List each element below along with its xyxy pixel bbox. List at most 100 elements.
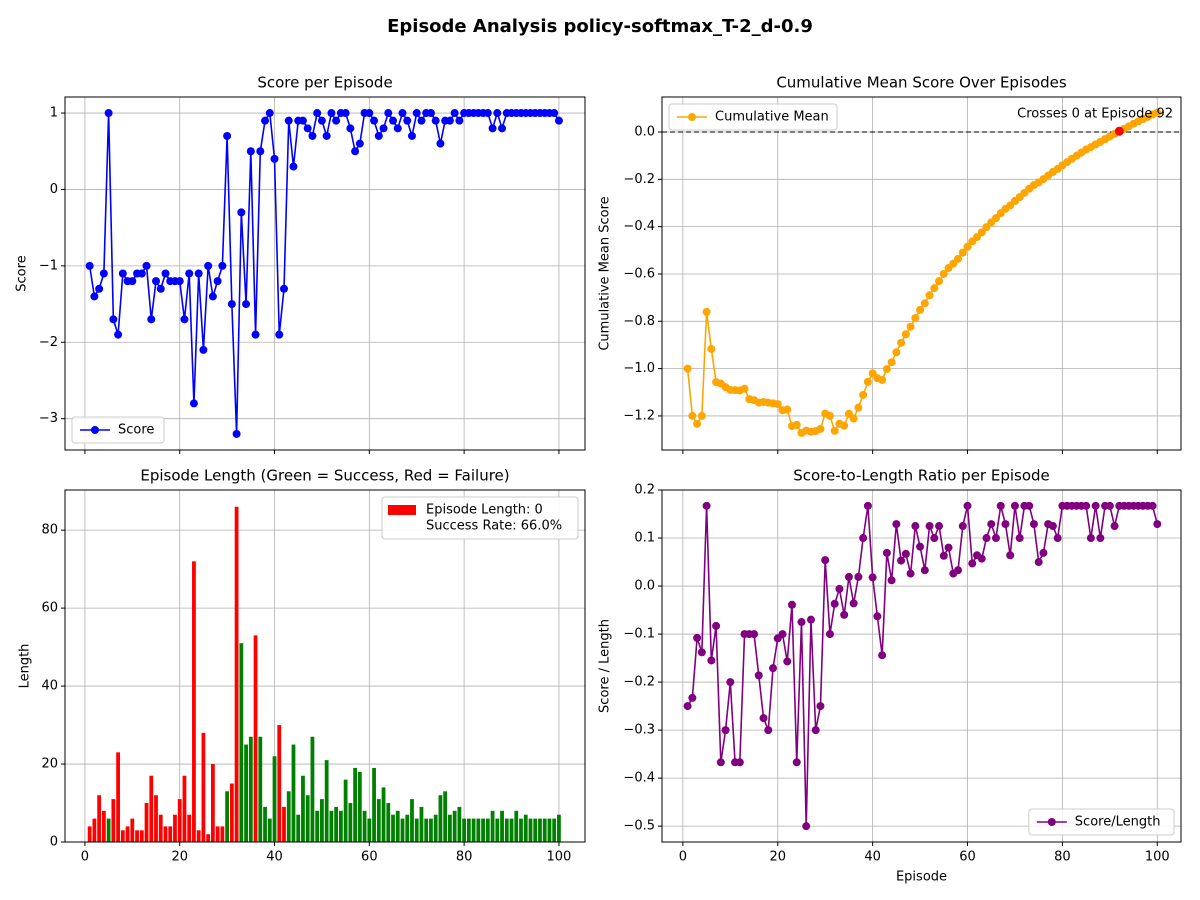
data-point	[958, 248, 967, 257]
data-point	[1006, 551, 1015, 560]
data-point	[991, 534, 1000, 543]
data-point	[849, 414, 858, 423]
data-point	[792, 420, 801, 429]
data-point	[332, 116, 341, 125]
data-point	[697, 648, 706, 657]
data-point	[322, 131, 331, 140]
bar	[239, 643, 244, 842]
bar	[519, 818, 523, 842]
data-point	[878, 651, 887, 660]
bar	[92, 818, 97, 842]
data-point	[683, 702, 692, 711]
data-point	[916, 542, 925, 551]
data-point	[707, 656, 716, 665]
data-point	[754, 671, 763, 680]
data-point	[1039, 548, 1048, 557]
bar	[87, 826, 92, 842]
data-point	[769, 664, 778, 673]
bar	[348, 803, 353, 842]
subplot: −3 −2 −1 0 1 Score per Episode Score Score	[15, 74, 586, 454]
bar	[481, 818, 485, 842]
data-point	[816, 702, 825, 711]
legend-label: Success Rate: 66.0%	[426, 519, 562, 534]
data-point	[863, 377, 872, 386]
data-point	[1029, 520, 1038, 529]
data-point	[977, 228, 986, 237]
bar	[419, 806, 424, 842]
data-point	[840, 421, 849, 430]
data-point	[963, 501, 972, 510]
data-point	[887, 576, 896, 585]
data-point	[1034, 558, 1043, 567]
bar	[206, 834, 211, 842]
data-point	[99, 269, 108, 278]
bar	[282, 806, 286, 842]
y-tick-label: 0	[50, 835, 58, 850]
bar	[196, 830, 201, 842]
bar	[490, 810, 495, 842]
data-point	[764, 726, 773, 735]
data-point	[811, 726, 820, 735]
data-point	[935, 277, 944, 286]
data-point	[688, 411, 697, 420]
data-point	[982, 534, 991, 543]
data-point	[1096, 534, 1105, 543]
data-point	[1153, 108, 1162, 117]
bar	[448, 814, 452, 842]
data-point	[488, 124, 497, 133]
plot-frame	[661, 96, 1182, 451]
data-point	[393, 124, 402, 133]
data-point	[897, 338, 906, 347]
data-point	[270, 154, 279, 163]
data-point	[830, 426, 839, 435]
data-point	[996, 501, 1005, 510]
x-tick-label: 80	[456, 850, 473, 865]
data-point	[417, 116, 426, 125]
bar	[424, 818, 429, 842]
data-point	[95, 284, 104, 293]
x-tick-label: 100	[547, 850, 572, 865]
bar	[192, 561, 196, 842]
data-point	[341, 109, 350, 118]
data-point	[351, 147, 360, 156]
legend-label: Cumulative Mean	[715, 110, 829, 125]
data-point	[778, 630, 787, 639]
data-point	[1105, 501, 1114, 510]
bar	[443, 791, 448, 842]
legend-label: Episode Length: 0	[426, 503, 543, 518]
legend-marker	[91, 426, 99, 434]
data-point	[483, 109, 492, 118]
data-point	[213, 277, 222, 286]
data-point	[450, 109, 459, 118]
data-point	[218, 261, 227, 270]
bar	[471, 818, 476, 842]
y-tick-label: −0.6	[623, 266, 655, 281]
data-point	[142, 261, 151, 270]
bar	[452, 810, 457, 842]
y-tick-label: 80	[41, 523, 58, 538]
data-point	[935, 522, 944, 531]
data-point	[232, 429, 241, 438]
data-point	[137, 269, 146, 278]
data-point	[911, 313, 920, 322]
bar	[263, 806, 267, 842]
bar	[158, 814, 163, 842]
data-point	[987, 520, 996, 529]
data-point	[906, 569, 915, 578]
x-tick-label: 80	[1054, 850, 1071, 865]
data-point	[816, 424, 825, 433]
bar	[376, 799, 381, 842]
y-tick-label: −1	[39, 258, 58, 273]
bar	[106, 818, 111, 842]
data-point	[455, 116, 464, 125]
data-point	[370, 116, 379, 125]
data-point	[783, 657, 792, 666]
data-point	[830, 599, 839, 608]
y-tick-label: 0.0	[634, 125, 655, 140]
data-point	[389, 116, 398, 125]
bar	[438, 795, 443, 842]
bar	[168, 826, 173, 842]
data-point	[180, 315, 189, 324]
data-point	[693, 633, 702, 642]
